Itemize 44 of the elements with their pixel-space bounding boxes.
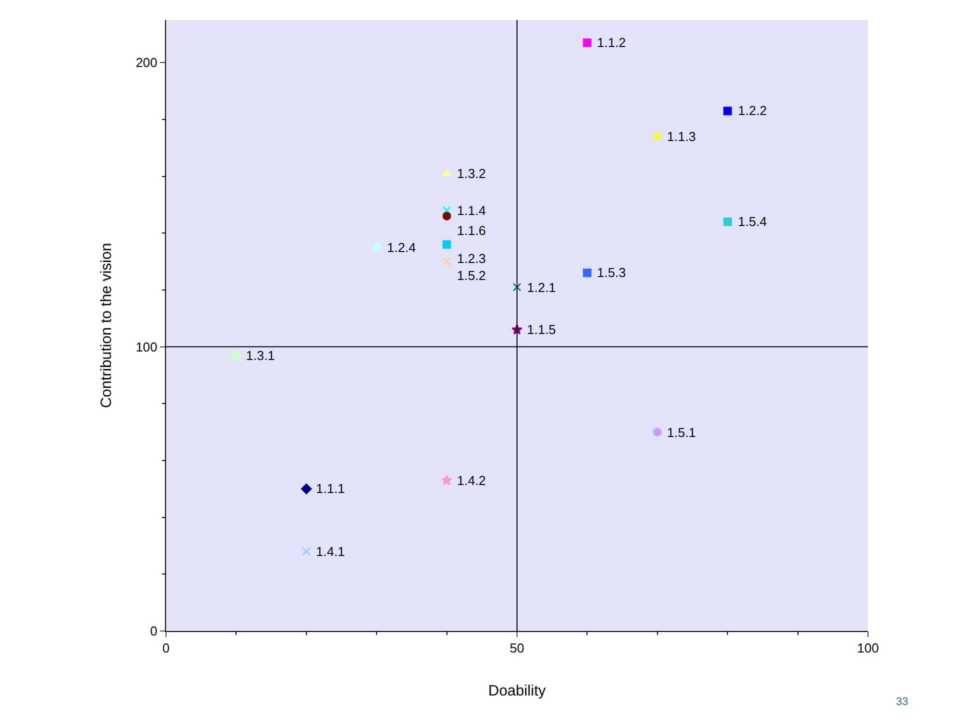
point [512,282,522,292]
series-label: 1.2.4 [387,240,416,255]
series-label: 1.5.3 [597,265,626,280]
y-tick-label: 200 [136,55,158,70]
series-label: 1.1.4 [457,203,486,218]
point [582,38,592,47]
point [442,257,452,266]
series-label: 1.5.1 [667,425,696,440]
y-axis-title: Contribution to the vision [98,242,115,408]
series-label: 1.5.4 [738,214,767,229]
point [582,268,592,278]
point [652,132,662,140]
point [441,474,452,486]
point [232,351,240,360]
series-label: 1.2.2 [738,103,767,118]
series-label: 1.1.1 [316,481,345,496]
series-label: 1.1.5 [527,322,556,337]
point [653,428,662,436]
point [442,169,452,176]
point [301,484,312,494]
series-label: 1.2.1 [527,280,556,295]
series-label: 1.1.6 [457,223,486,238]
series-label: 1.2.3 [457,251,486,266]
x-tick-label: 0 [162,640,170,656]
y-tick-label: 100 [136,339,158,354]
series-label: 1.5.2 [457,268,486,283]
series-label: 1.1.3 [667,129,696,144]
point [302,547,311,556]
point [723,218,732,226]
series-label: 1.4.2 [457,473,486,488]
x-axis-title: Doability [488,682,546,700]
x-tick-label: 100 [857,640,879,656]
series-label: 1.1.2 [597,35,626,50]
x-tick-label: 50 [510,640,524,656]
point [442,206,452,215]
series-label: 1.3.2 [457,166,486,181]
series-label: 1.4.1 [316,544,345,559]
series-label: 1.3.1 [246,348,275,363]
point [371,242,382,253]
text: 33 [896,696,908,708]
point [442,212,452,220]
point [723,106,732,116]
y-tick-label: 0 [150,624,158,639]
point [442,240,452,249]
